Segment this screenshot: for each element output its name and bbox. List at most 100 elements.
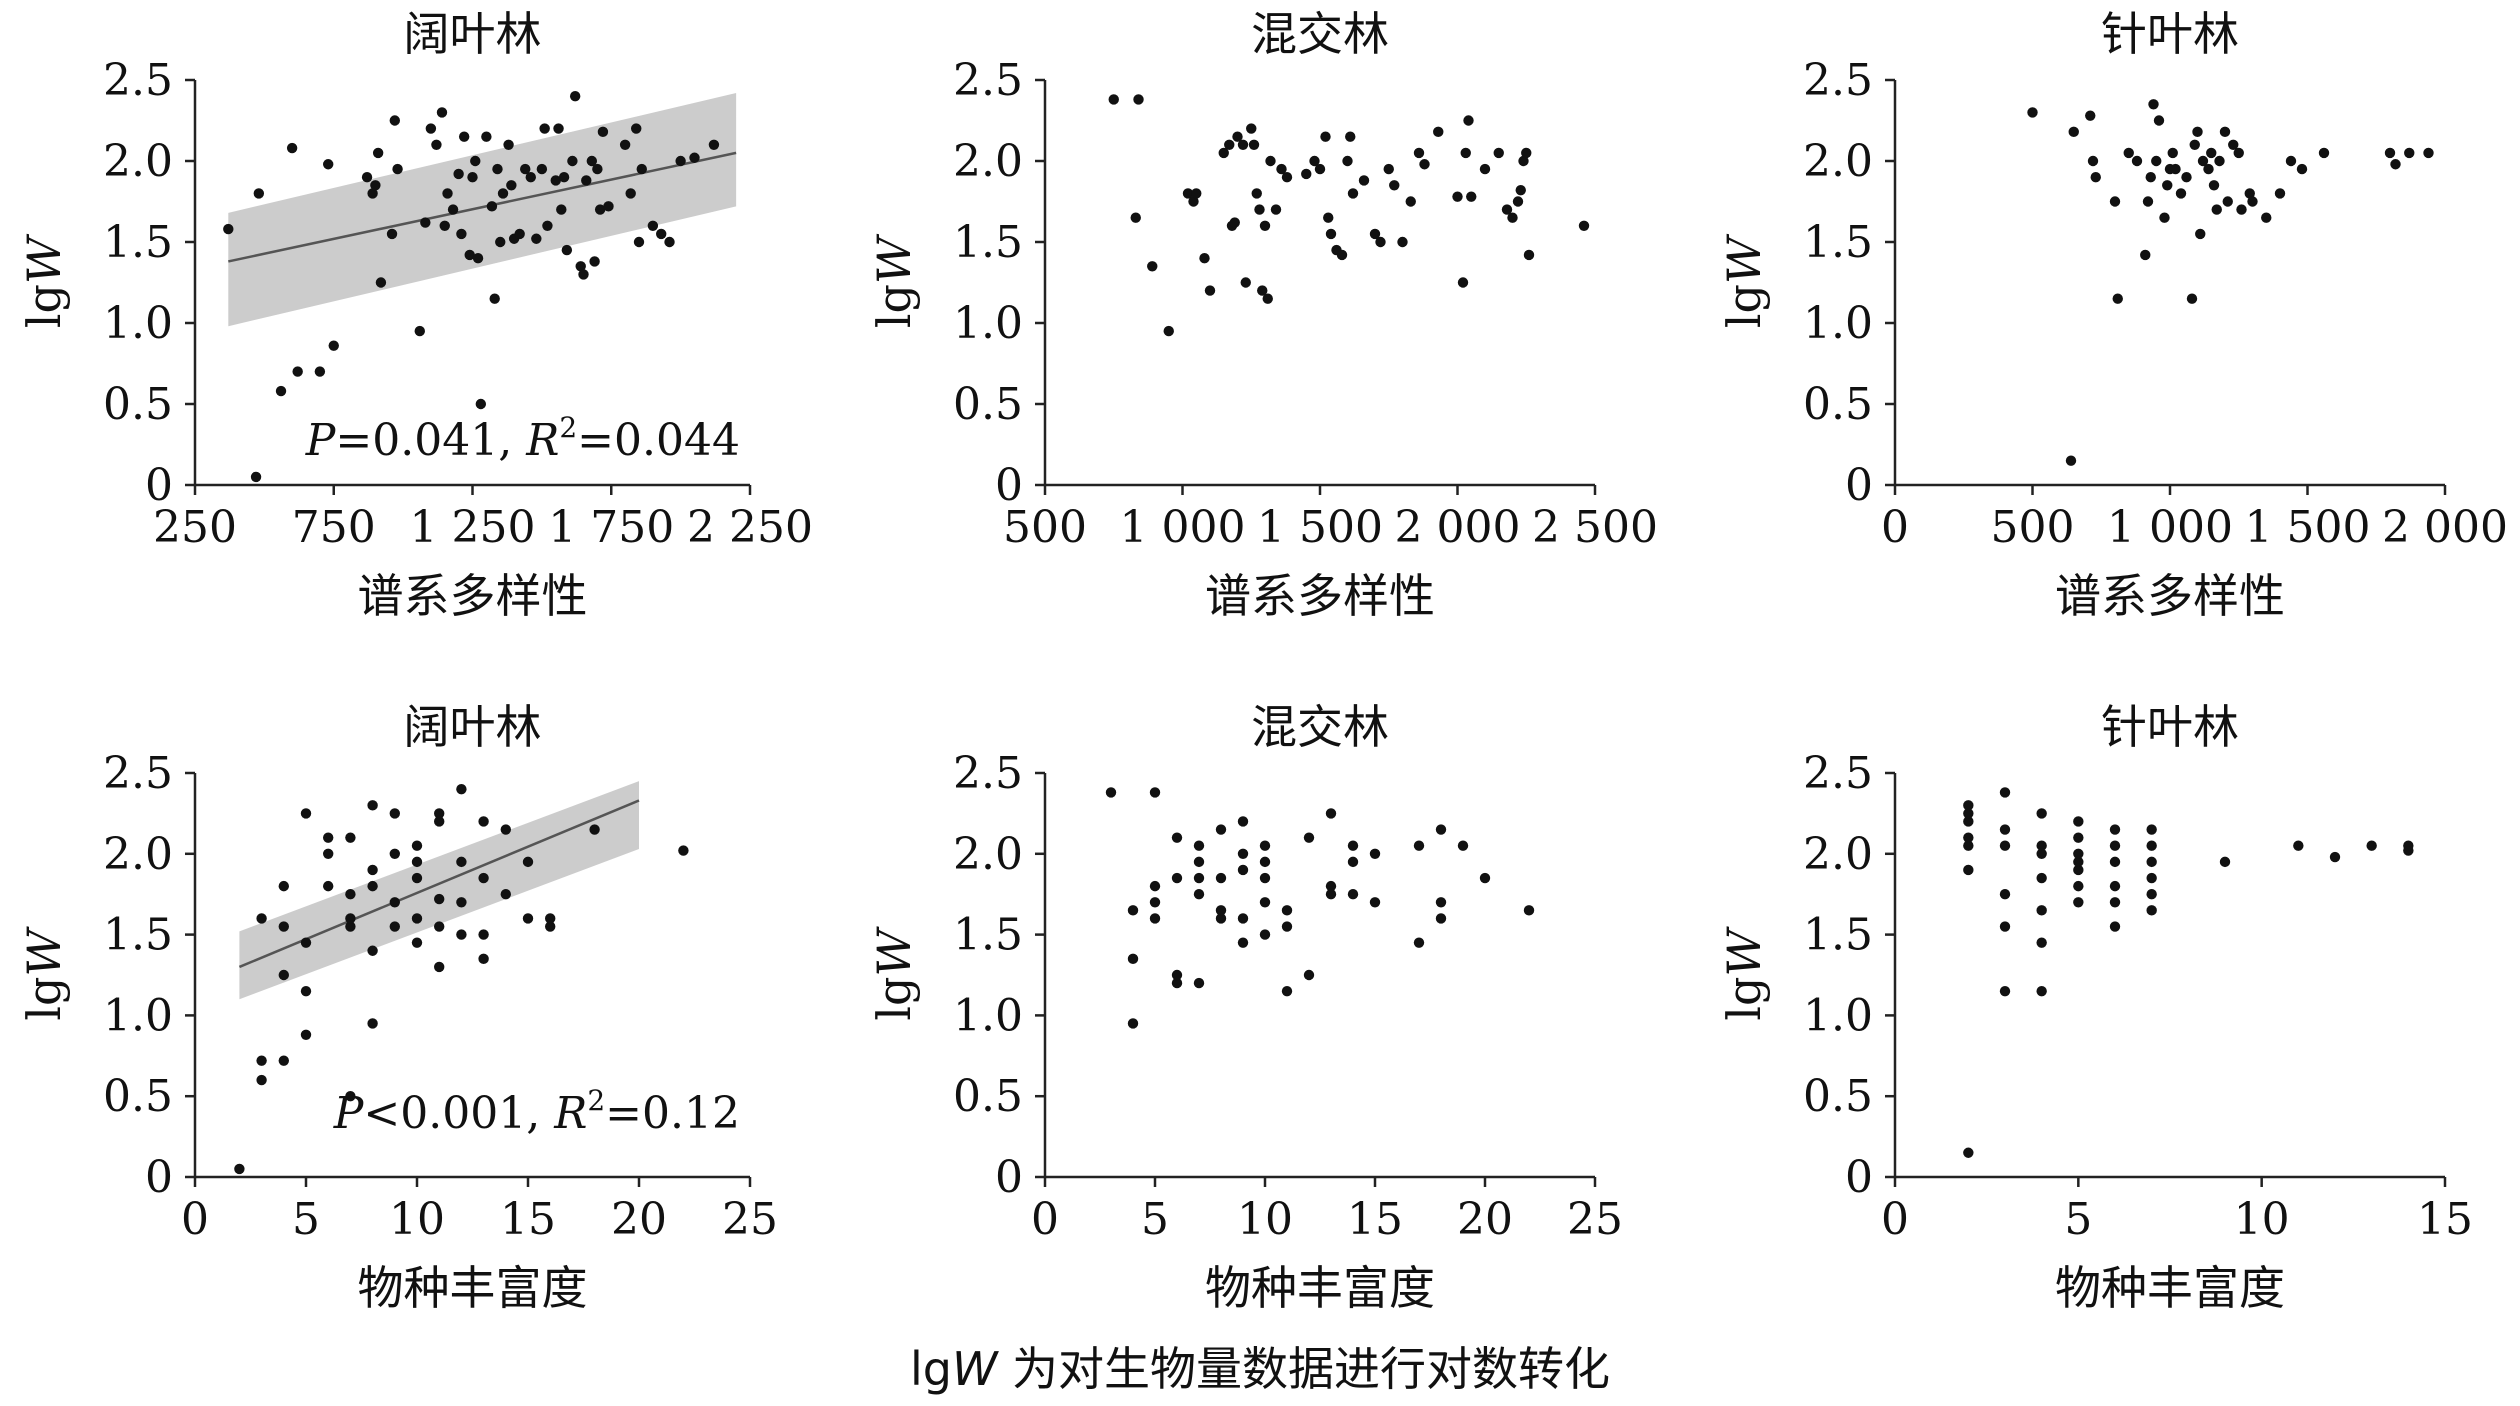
data-point: [567, 155, 578, 167]
data-point: [578, 269, 589, 280]
data-point: [589, 824, 600, 835]
data-point: [1130, 212, 1141, 223]
data-point: [1452, 191, 1463, 202]
data-point: [2142, 196, 2154, 207]
data-point: [2146, 856, 2157, 868]
y-tick-label: 2.5: [103, 55, 173, 106]
data-point: [1229, 217, 1240, 228]
data-point: [2186, 293, 2198, 304]
data-point: [1963, 800, 1974, 811]
chart-title: 阔叶林: [404, 7, 542, 61]
data-point: [389, 808, 400, 819]
data-point: [1325, 228, 1337, 240]
data-point: [678, 845, 689, 856]
data-point: [389, 115, 400, 126]
data-point: [2274, 188, 2286, 199]
y-axis-label: lgW: [1717, 233, 1771, 328]
data-point: [2073, 832, 2084, 843]
y-tick-label: 1.5: [953, 217, 1023, 268]
x-tick-label: 10: [2234, 1194, 2290, 1245]
data-point: [1523, 905, 1535, 916]
y-tick-label: 1.0: [1803, 298, 1873, 349]
data-point: [2146, 840, 2157, 851]
data-point: [503, 139, 514, 150]
x-tick-label: 5: [2064, 1194, 2092, 1245]
data-point: [1320, 131, 1331, 142]
data-point: [278, 880, 289, 892]
data-point: [1182, 188, 1194, 199]
data-point: [300, 937, 312, 948]
data-point: [2109, 840, 2121, 851]
data-point: [1963, 832, 1974, 843]
data-point: [2087, 155, 2099, 167]
data-point: [1413, 147, 1425, 159]
data-point: [1171, 832, 1183, 843]
data-point: [1466, 191, 1477, 202]
data-point: [323, 880, 334, 892]
data-point: [2170, 163, 2181, 175]
y-tick-label: 1.0: [953, 298, 1023, 349]
data-point: [2109, 856, 2121, 868]
data-point: [478, 816, 489, 827]
data-point: [575, 261, 586, 272]
y-tick-label: 0: [145, 460, 173, 511]
data-point: [2192, 126, 2203, 138]
data-point: [2109, 880, 2121, 892]
data-point: [581, 175, 592, 186]
data-point: [323, 848, 334, 859]
y-axis-label: lgW: [867, 926, 921, 1021]
data-point: [1149, 787, 1161, 798]
data-point: [631, 123, 642, 134]
data-point: [464, 249, 475, 261]
data-point: [434, 808, 445, 819]
data-point: [2219, 856, 2231, 868]
x-tick-label: 25: [1567, 1194, 1623, 1245]
data-point: [470, 155, 481, 167]
data-point: [434, 893, 445, 905]
data-point: [370, 180, 381, 191]
data-point: [345, 889, 356, 900]
data-point: [367, 864, 378, 876]
data-point: [1204, 285, 1216, 296]
regression-line: [228, 151, 737, 263]
confidence-band: [228, 92, 737, 327]
data-point: [389, 921, 400, 932]
x-tick-label: 250: [153, 502, 237, 553]
data-point: [234, 1163, 245, 1175]
data-point: [1347, 889, 1359, 900]
data-point: [478, 953, 489, 965]
data-point: [675, 155, 686, 167]
data-point: [1963, 1147, 1974, 1158]
y-axis-label: lgW: [17, 926, 71, 1021]
data-point: [1215, 913, 1227, 924]
data-point: [434, 961, 445, 973]
x-tick-label: 750: [292, 502, 376, 553]
data-point: [1199, 253, 1210, 264]
data-point: [2228, 139, 2239, 150]
data-point: [478, 872, 489, 884]
data-point: [389, 848, 400, 859]
data-point: [1265, 155, 1276, 167]
data-point: [553, 123, 564, 134]
data-point: [1127, 1018, 1139, 1029]
data-point: [1301, 168, 1312, 180]
x-tick-label: 2 000: [2382, 502, 2508, 553]
data-point: [2384, 147, 2396, 159]
data-point: [542, 220, 553, 231]
data-point: [1325, 880, 1337, 892]
data-point: [2036, 937, 2047, 948]
data-point: [456, 897, 467, 908]
data-point: [522, 856, 534, 868]
x-tick-label: 2 500: [1532, 502, 1658, 553]
data-point: [1191, 188, 1202, 199]
data-point: [458, 131, 470, 142]
data-point: [500, 824, 511, 835]
data-point: [558, 172, 570, 183]
data-point: [592, 163, 603, 175]
data-point: [1215, 824, 1227, 835]
data-point: [411, 937, 423, 948]
data-point: [447, 204, 459, 215]
data-point: [411, 856, 423, 868]
data-point: [603, 201, 614, 212]
data-point: [1523, 249, 1535, 261]
